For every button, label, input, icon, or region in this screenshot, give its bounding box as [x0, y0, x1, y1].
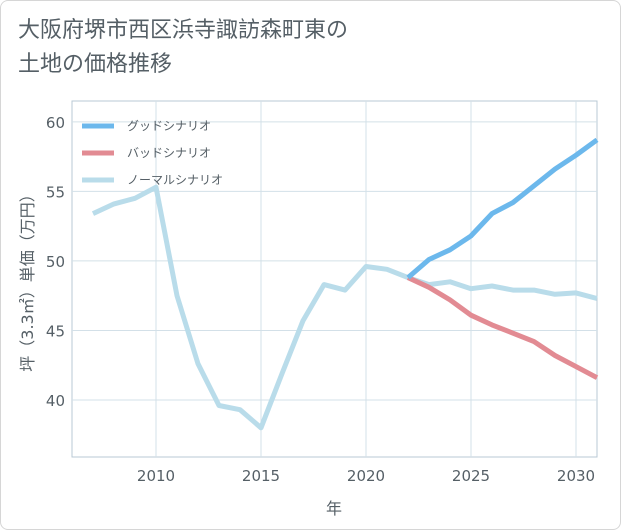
- y-tick-label: 55: [46, 183, 65, 201]
- plot-area: [71, 100, 598, 458]
- x-tick-label: 2020: [347, 467, 385, 485]
- series-line-1: [406, 275, 599, 380]
- y-tick-label: 60: [46, 114, 65, 132]
- x-tick-label: 2015: [242, 467, 280, 485]
- chart-title: 大阪府堺市西区浜寺諏訪森町東の 土地の価格推移: [18, 14, 608, 82]
- x-tick-label: 2030: [557, 467, 595, 485]
- series-lines: [91, 137, 599, 431]
- legend-label-2: ノーマルシナリオ: [127, 173, 223, 187]
- chart-title-line-1: 大阪府堺市西区浜寺諏訪森町東の: [18, 18, 349, 43]
- legend-label-1: バッドシナリオ: [127, 146, 211, 160]
- x-tick-label: 2010: [137, 467, 175, 485]
- y-axis-label: 坪（3.3㎡）単価（万円）: [18, 186, 37, 371]
- x-axis-label: 年: [326, 499, 342, 518]
- axis-ticks: 40 45 50 55 60 2010 2015 2020 2025 2030: [46, 114, 595, 485]
- y-tick-label: 40: [46, 392, 65, 410]
- series-line-2: [91, 184, 598, 431]
- series-line-0: [406, 137, 599, 280]
- legend-label-0: グッドシナリオ: [127, 119, 211, 133]
- y-tick-label: 50: [46, 253, 65, 271]
- y-tick-label: 45: [46, 322, 65, 340]
- chart-title-line-2: 土地の価格推移: [18, 52, 173, 77]
- x-tick-label: 2025: [452, 467, 490, 485]
